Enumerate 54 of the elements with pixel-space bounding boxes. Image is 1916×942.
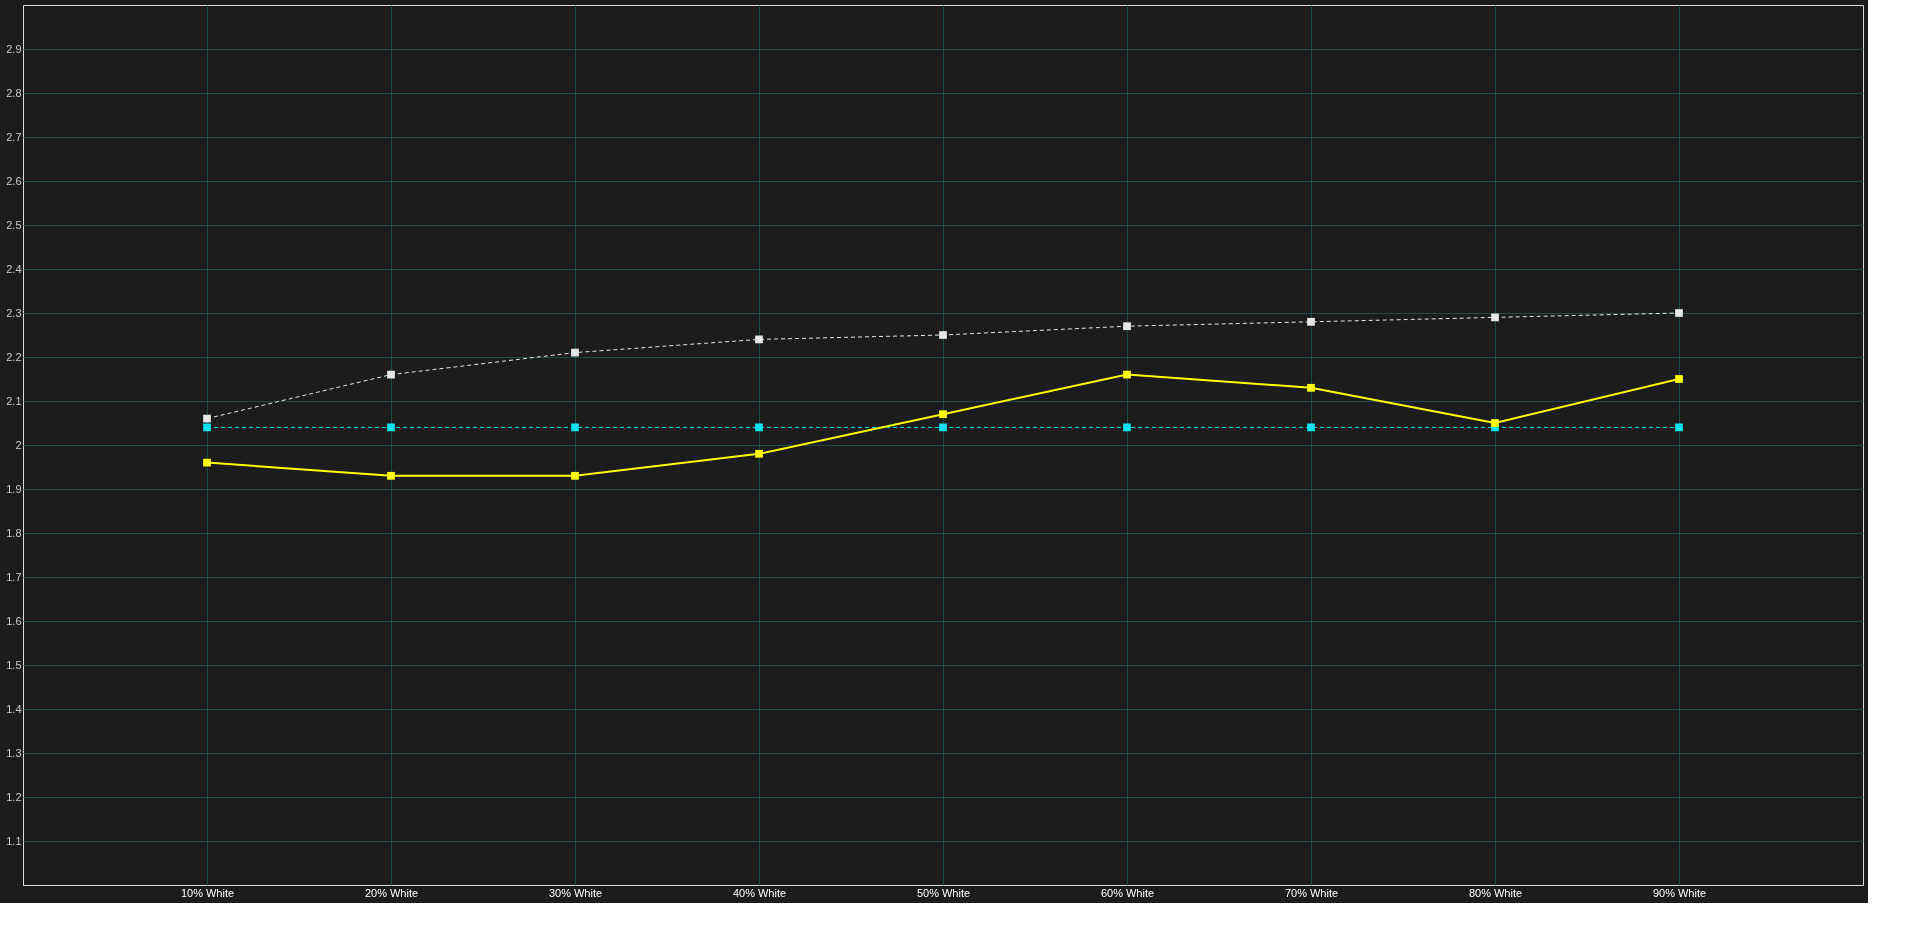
- y-tick-label: 1.3: [6, 746, 22, 759]
- point: [571, 471, 579, 480]
- y-tick-label: 2.3: [6, 306, 22, 319]
- x-tick-label: 90% White: [1652, 886, 1707, 899]
- point: [755, 423, 763, 432]
- y-tick-label: 1.7: [6, 570, 22, 583]
- point: [1491, 419, 1499, 427]
- y-tick-label: 1.8: [6, 526, 22, 539]
- x-tick-label: 80% White: [1468, 886, 1523, 899]
- point: [1675, 375, 1683, 383]
- point: [1123, 423, 1131, 432]
- point: [387, 471, 395, 480]
- y-tick-label: 2.8: [6, 86, 22, 99]
- y-tick-label: 2.7: [6, 130, 22, 143]
- point: [387, 423, 395, 432]
- point: [1307, 317, 1315, 326]
- y-tick-label: 1.4: [6, 702, 22, 715]
- y-tick-label: 1.5: [6, 658, 22, 671]
- point: [1123, 322, 1131, 331]
- point: [1307, 383, 1315, 392]
- y-tick-label: 2.5: [6, 218, 22, 231]
- point: [203, 414, 211, 423]
- y-tick-label: 1.2: [6, 790, 22, 803]
- point: [1307, 423, 1315, 432]
- y-tick-label: 2.2: [6, 350, 22, 363]
- point: [387, 370, 395, 379]
- x-tick-label: 50% White: [916, 886, 971, 899]
- point: [755, 335, 763, 344]
- y-tick-label: 1.9: [6, 482, 22, 495]
- y-tick-label: 1.6: [6, 614, 22, 627]
- x-tick-label: 30% White: [548, 886, 603, 899]
- y-tick-label: 2: [15, 438, 22, 451]
- y-tick-label: 2.9: [6, 42, 22, 55]
- point: [1123, 370, 1131, 379]
- y-tick-label: 2.4: [6, 262, 22, 275]
- x-tick-label: 40% White: [732, 886, 787, 899]
- point: [571, 423, 579, 432]
- point: [1491, 313, 1499, 322]
- point: [755, 449, 763, 458]
- point: [939, 410, 947, 419]
- point: [203, 458, 211, 467]
- x-tick-label: 60% White: [1100, 886, 1155, 899]
- point: [203, 423, 211, 432]
- x-tick-label: 10% White: [180, 886, 235, 899]
- point: [571, 348, 579, 357]
- y-tick-label: 2.6: [6, 174, 22, 187]
- x-tick-label: 70% White: [1284, 886, 1339, 899]
- y-tick-label: 1.1: [6, 834, 22, 847]
- point: [939, 331, 947, 339]
- point: [939, 423, 947, 432]
- point: [1675, 309, 1683, 317]
- x-tick-label: 20% White: [364, 886, 419, 899]
- y-tick-label: 2.1: [6, 394, 22, 407]
- point: [1675, 423, 1683, 432]
